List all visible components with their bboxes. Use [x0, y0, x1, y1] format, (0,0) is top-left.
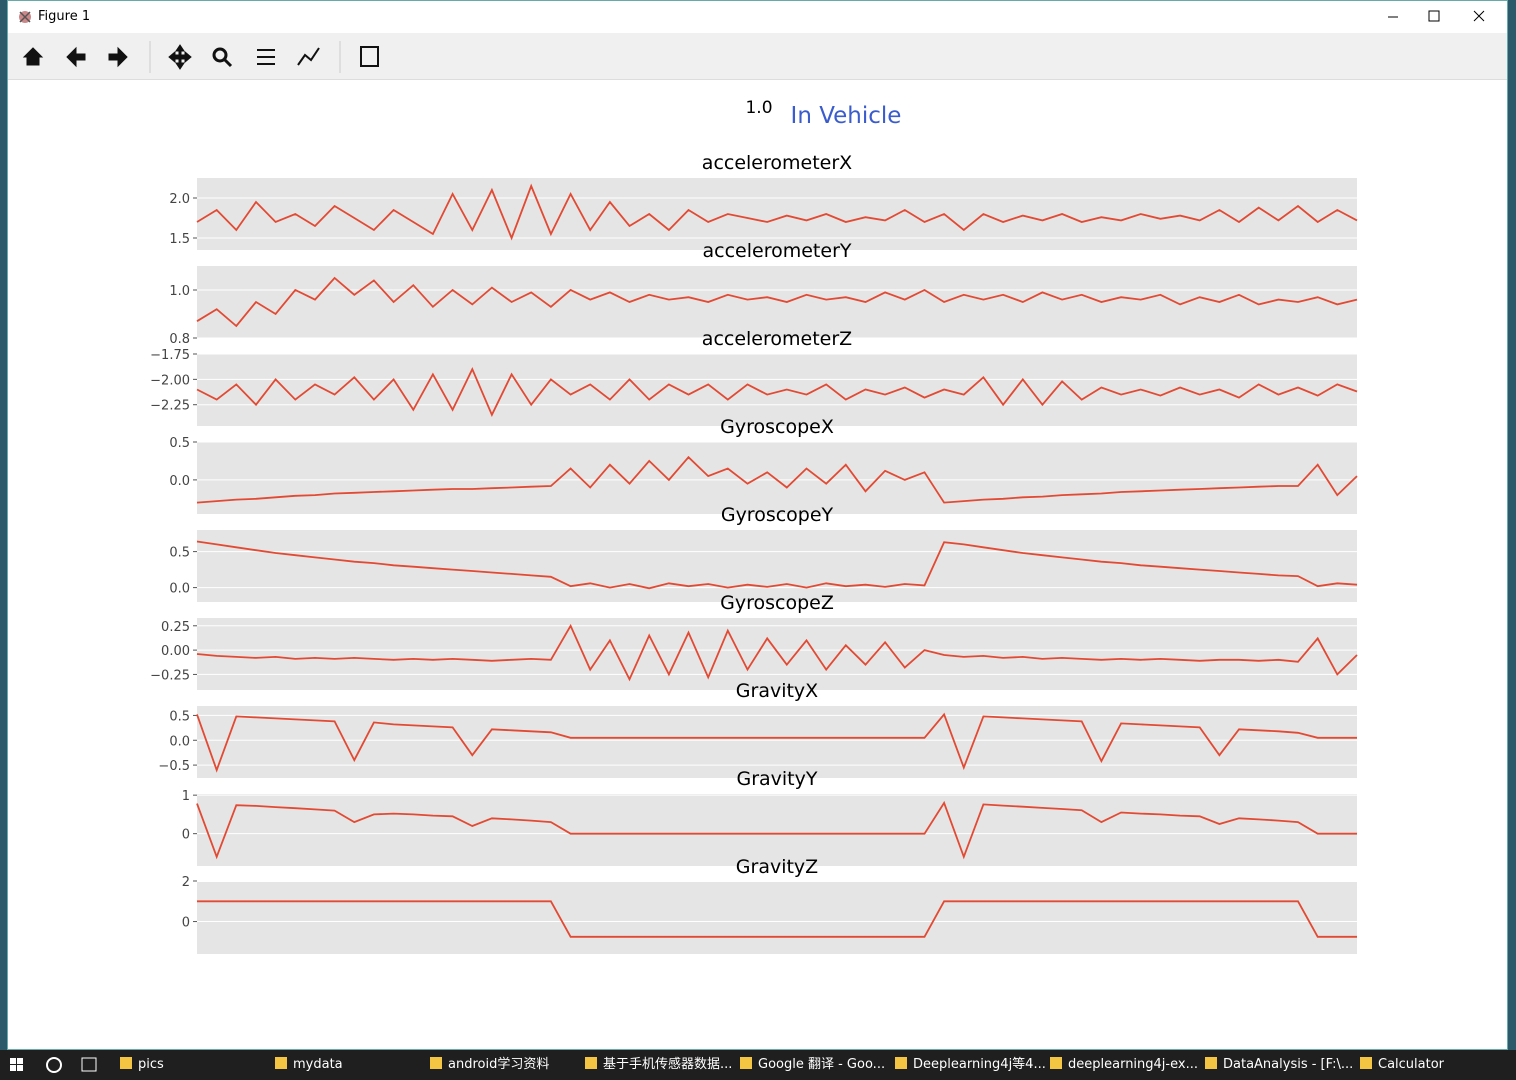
y-tick-label: −0.5	[158, 759, 190, 774]
subplots-button[interactable]	[257, 49, 275, 65]
plot-background	[197, 354, 1357, 426]
plot-background	[197, 882, 1357, 954]
data-line	[197, 900, 1357, 938]
taskbar-item[interactable]: Calculator	[1360, 1050, 1510, 1080]
home-button[interactable]	[22, 47, 44, 66]
y-tick-label: 1.5	[169, 232, 190, 247]
app-icon	[19, 11, 31, 23]
y-tick-label: 0.5	[169, 709, 190, 724]
title-bar: Figure 1	[8, 1, 1507, 33]
data-line	[196, 183, 1358, 241]
header-value: 1.0	[745, 98, 772, 118]
y-tick-label: 0.00	[161, 644, 190, 659]
plot-background	[197, 618, 1357, 690]
figure: 1.0 In Vehicle 1.5 2.0 accelerometerX 0.8 1.…	[150, 98, 1358, 954]
zoom-handle	[223, 58, 233, 68]
subplot-title: GyroscopeY	[721, 504, 834, 526]
data-line	[196, 540, 1358, 590]
taskbar: pics mydata android学习资料 基于手机传感器数据... Google …	[0, 1050, 1516, 1080]
pan-button[interactable]	[168, 44, 192, 70]
taskbar-item[interactable]: 基于手机传感器数据...	[585, 1050, 735, 1080]
toolbar-icons	[22, 41, 379, 73]
taskbar-item[interactable]: mydata	[275, 1050, 425, 1080]
subplot-title: GyroscopeX	[720, 416, 834, 438]
plot-background	[197, 794, 1357, 866]
y-tick-label: 0.5	[169, 436, 190, 451]
taskbar-item[interactable]: DataAnalysis - [F:\...	[1205, 1050, 1355, 1080]
y-tick-label: 0.0	[169, 474, 190, 489]
taskbar-item[interactable]: Deeplearning4j等4...	[895, 1050, 1045, 1080]
y-tick-label: 2	[182, 875, 190, 890]
taskbar-system	[10, 1057, 97, 1073]
y-tick-label: −2.00	[150, 373, 190, 388]
save-button[interactable]	[360, 46, 379, 67]
edit-axes-button[interactable]	[297, 47, 320, 66]
data-line	[196, 367, 1358, 417]
taskbar-item[interactable]: Google 翻译 - Goo...	[740, 1050, 890, 1080]
y-tick-label: 0	[182, 916, 190, 931]
y-tick-label: 0.8	[169, 332, 190, 347]
subplot-title: accelerometerZ	[702, 328, 852, 350]
subplot-title: accelerometerY	[703, 240, 852, 262]
y-tick-label: 0.0	[169, 734, 190, 749]
zoom-button[interactable]	[212, 47, 228, 63]
plot-background	[197, 442, 1357, 514]
plot-background	[197, 530, 1357, 602]
window-controls[interactable]	[1387, 1, 1507, 33]
plot-background	[197, 266, 1357, 338]
subplot-title: GravityY	[736, 768, 817, 790]
header-title: In Vehicle	[791, 103, 902, 129]
y-tick-label: −1.75	[150, 348, 190, 363]
forward-button[interactable]	[108, 46, 128, 68]
maximize[interactable]	[1428, 10, 1440, 22]
data-line	[196, 800, 1357, 860]
y-tick-label: 0	[182, 828, 190, 843]
y-tick-label: −2.25	[150, 399, 190, 414]
subplot-title: GravityZ	[736, 856, 818, 878]
window: Figure 1	[7, 0, 1508, 1050]
y-tick-label: 0.25	[161, 620, 190, 635]
subplot-title: GravityX	[736, 680, 818, 702]
y-tick-label: −0.25	[150, 668, 190, 683]
back-button[interactable]	[66, 46, 86, 68]
taskbar-item[interactable]: android学习资料	[430, 1050, 580, 1080]
window-title: Figure 1	[38, 9, 91, 24]
taskbar-item[interactable]: pics	[120, 1050, 270, 1080]
data-line	[196, 712, 1357, 773]
taskbar-item[interactable]: deeplearning4j-ex...	[1050, 1050, 1200, 1080]
close[interactable]	[1473, 10, 1485, 22]
toolbar	[8, 33, 1507, 80]
data-line	[196, 455, 1358, 504]
y-tick-label: 0.0	[169, 582, 190, 597]
y-tick-label: 1	[182, 789, 190, 804]
subplot-title: accelerometerX	[702, 152, 852, 174]
data-line	[196, 623, 1358, 682]
y-tick-label: 2.0	[169, 192, 190, 207]
plot-background	[197, 706, 1357, 778]
y-tick-label: 0.5	[169, 546, 190, 561]
data-line	[196, 276, 1358, 328]
subplot-title: GyroscopeZ	[720, 592, 834, 614]
y-tick-label: 1.0	[169, 284, 190, 299]
